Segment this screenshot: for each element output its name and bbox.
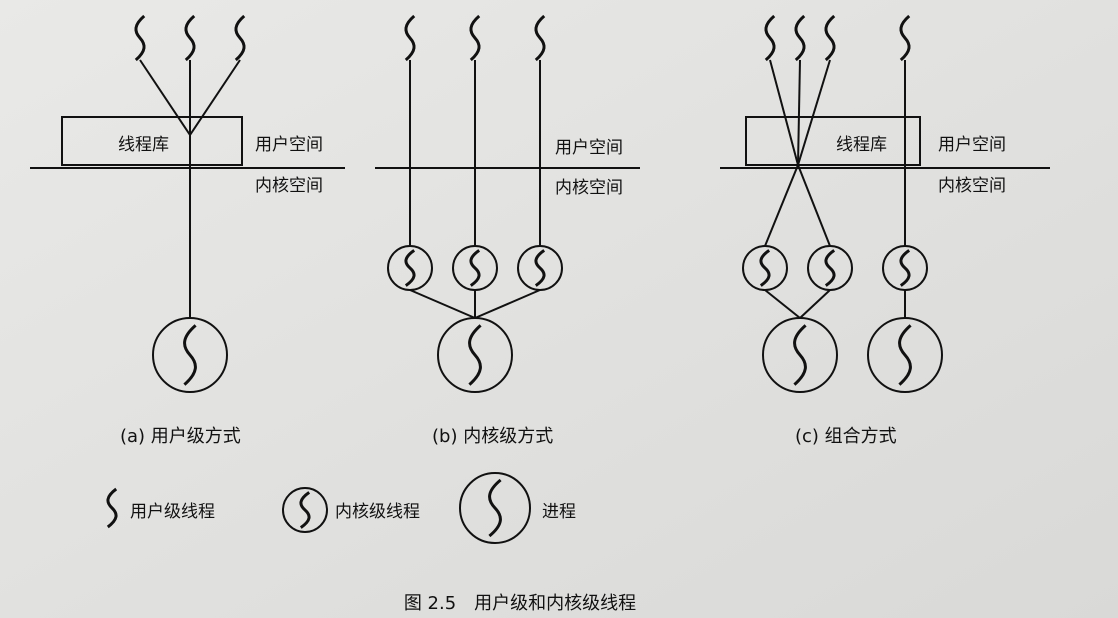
process-curve (488, 478, 502, 538)
process-curve (468, 324, 482, 386)
diagram-shapes (30, 14, 1050, 544)
kernel-space-label: 内核空间 (938, 176, 1006, 196)
connector (764, 289, 801, 319)
connector (799, 289, 831, 319)
kernel-thread-curve (759, 249, 771, 287)
process (437, 317, 513, 393)
connector (474, 289, 541, 319)
panel-caption: (b) 内核级方式 (432, 426, 553, 447)
connector (797, 164, 831, 247)
user-thread (469, 14, 481, 62)
user-thread (134, 14, 146, 62)
user-thread (184, 14, 196, 62)
user-thread (404, 14, 416, 62)
thread-library-box (61, 116, 243, 166)
user-space-label: 用户空间 (555, 138, 623, 158)
user-thread (534, 14, 546, 62)
connector (764, 164, 799, 247)
library-label: 线程库 (836, 135, 887, 155)
panel-caption: (a) 用户级方式 (120, 426, 241, 447)
legend-label: 内核级线程 (335, 502, 420, 522)
connector (797, 59, 801, 166)
legend-label: 进程 (542, 502, 576, 522)
figure-caption: 图 2.5 用户级和内核级线程 (404, 593, 636, 614)
kernel-space-label: 内核空间 (255, 176, 323, 196)
kernel-thread-curve (534, 249, 546, 287)
connector (139, 59, 191, 136)
panel-caption: (c) 组合方式 (795, 426, 897, 447)
user-thread (899, 14, 911, 62)
process-curve (898, 324, 912, 386)
kernel-thread-curve (404, 249, 416, 287)
kernel-thread-curve (469, 249, 481, 287)
library-label: 线程库 (118, 135, 169, 155)
user-thread (106, 487, 118, 529)
process (152, 317, 228, 393)
user-thread (234, 14, 246, 62)
process-curve (183, 324, 197, 386)
connector (189, 59, 241, 136)
process (459, 472, 531, 544)
user-thread (764, 14, 776, 62)
kernel-thread-curve (899, 249, 911, 287)
kernel-thread-curve (824, 249, 836, 287)
user-thread (794, 14, 806, 62)
kernel-thread-curve (299, 491, 311, 529)
connector (797, 59, 831, 166)
kernel-thread (282, 487, 328, 533)
connector (769, 59, 799, 166)
process (867, 317, 943, 393)
process-curve (793, 324, 807, 386)
user-space-label: 用户空间 (255, 135, 323, 155)
thread-library-box (745, 116, 921, 166)
user-thread (824, 14, 836, 62)
kernel-space-label: 内核空间 (555, 178, 623, 198)
user-space-label: 用户空间 (938, 135, 1006, 155)
connector (409, 289, 476, 319)
legend-label: 用户级线程 (130, 502, 215, 522)
process (762, 317, 838, 393)
